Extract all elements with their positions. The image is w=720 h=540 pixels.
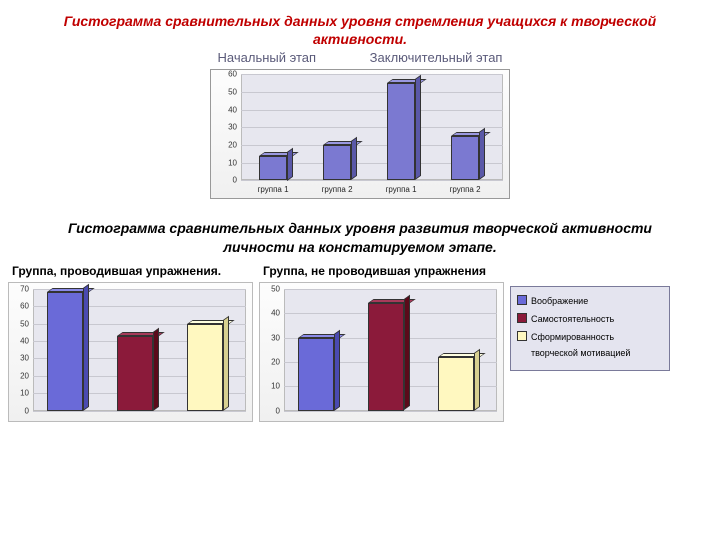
legend-item: Сформированность творческой мотивацией <box>517 329 663 361</box>
stage-initial: Начальный этап <box>218 50 317 65</box>
title-2: Гистограмма сравнительных данных уровня … <box>0 213 720 263</box>
gridline <box>284 289 497 290</box>
bottom-left-title: Группа, проводившая упражнения. <box>8 264 253 278</box>
y-tick-label: 50 <box>260 284 280 293</box>
bar <box>298 338 334 411</box>
bottom-left-chart: Группа, проводившая упражнения. 0 10 20 30 4… <box>8 264 253 422</box>
y-tick-label: 40 <box>260 309 280 318</box>
y-tick-label: 40 <box>217 105 237 114</box>
x-tick-label: группа 2 <box>321 185 352 194</box>
legend-label: Воображение <box>531 293 588 309</box>
top-chart: 0 10 20 30 40 50 60 группа 1 группа 2 группа 1 гру… <box>210 69 510 199</box>
x-tick-label: группа 1 <box>257 185 288 194</box>
y-tick-label: 0 <box>260 406 280 415</box>
y-tick-label: 30 <box>260 333 280 342</box>
bar <box>387 83 415 180</box>
y-tick-label: 20 <box>260 357 280 366</box>
title-1: Гистограмма сравнительных данных уровня … <box>0 0 720 50</box>
legend-swatch <box>517 331 527 341</box>
y-tick-label: 50 <box>9 319 29 328</box>
y-tick-label: 70 <box>9 284 29 293</box>
y-tick-label: 20 <box>217 141 237 150</box>
bottom-right-title: Группа, не проводившая упражнения <box>259 264 504 278</box>
bar <box>47 292 83 411</box>
gridline <box>241 74 503 75</box>
y-tick-label: 30 <box>9 354 29 363</box>
legend-swatch <box>517 313 527 323</box>
bar <box>117 336 153 411</box>
y-tick-label: 60 <box>9 302 29 311</box>
y-tick-label: 0 <box>9 406 29 415</box>
legend: Воображение Самостоятельность Сформированн… <box>510 286 670 371</box>
legend-label: Самостоятельность <box>531 311 614 327</box>
gridline <box>241 127 503 128</box>
bar <box>187 324 223 411</box>
legend-item: Самостоятельность <box>517 311 663 327</box>
x-tick-label: группа 2 <box>449 185 480 194</box>
legend-label: Сформированность творческой мотивацией <box>531 329 663 361</box>
y-tick-label: 10 <box>9 389 29 398</box>
legend-item: Воображение <box>517 293 663 309</box>
gridline <box>284 411 497 412</box>
bar <box>323 145 351 180</box>
stage-labels: Начальный этап Заключительный этап <box>0 50 720 65</box>
y-tick-label: 0 <box>217 176 237 185</box>
gridline <box>241 110 503 111</box>
x-tick-label: группа 1 <box>385 185 416 194</box>
y-tick-label: 10 <box>260 382 280 391</box>
bar <box>368 303 404 410</box>
y-tick-label: 20 <box>9 371 29 380</box>
bar <box>438 357 474 411</box>
bottom-right-chart: Группа, не проводившая упражнения 0 10 20 3… <box>259 264 504 422</box>
stage-final: Заключительный этап <box>370 50 503 65</box>
y-tick-label: 40 <box>9 337 29 346</box>
y-tick-label: 30 <box>217 123 237 132</box>
gridline <box>241 92 503 93</box>
gridline <box>241 180 503 181</box>
y-tick-label: 60 <box>217 70 237 79</box>
bar <box>451 136 479 180</box>
gridline <box>33 411 246 412</box>
y-tick-label: 10 <box>217 158 237 167</box>
bar <box>259 156 287 181</box>
y-tick-label: 50 <box>217 88 237 97</box>
legend-swatch <box>517 295 527 305</box>
